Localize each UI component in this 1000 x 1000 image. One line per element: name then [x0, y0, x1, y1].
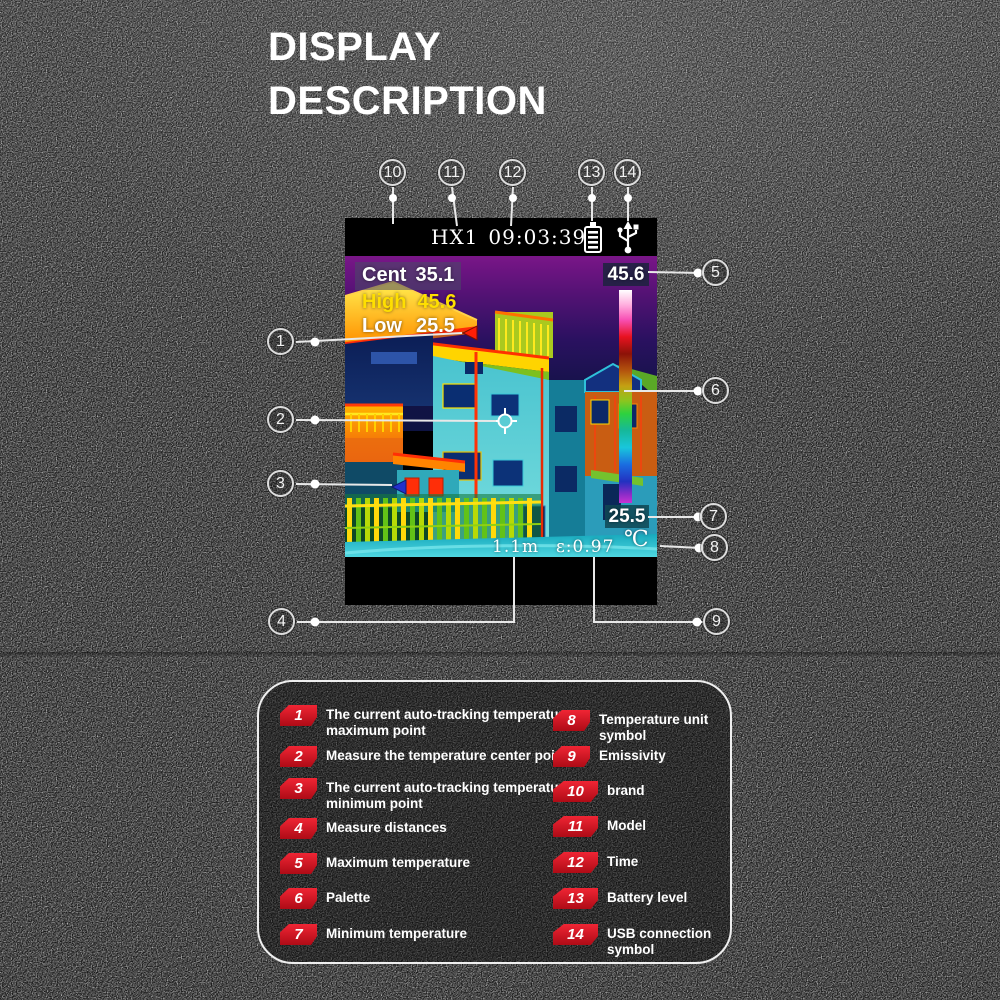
legend-label-12: Time: [607, 854, 639, 869]
status-bar: HX1 09:03:39: [345, 218, 657, 256]
legend-label-2: Measure the temperature center point: [326, 748, 568, 763]
legend-badge-11: 11: [553, 816, 598, 837]
callout-circle-7: 7: [700, 503, 727, 530]
time-label: 09:03:39: [488, 225, 587, 249]
legend-item-2: 2 Measure the temperature center point: [280, 746, 568, 767]
callout-circle-8: 8: [701, 534, 728, 561]
legend-badge-3: 3: [280, 778, 317, 799]
callout-circle-4: 4: [268, 608, 295, 635]
legend-label-5: Maximum temperature: [326, 855, 471, 870]
callout-circle-1: 1: [267, 328, 294, 355]
legend-label-4: Measure distances: [326, 820, 447, 835]
legend-item-14: 14 USB connection symbol: [553, 924, 730, 958]
callout-circle-6: 6: [702, 377, 729, 404]
high-temp-readout: High 45.6: [362, 291, 456, 314]
legend-label-10: brand: [607, 783, 645, 798]
callout-circle-3: 3: [267, 470, 294, 497]
low-temp-label: Low: [362, 315, 402, 337]
legend-label-9: Emissivity: [599, 748, 666, 763]
callout-circle-5: 5: [702, 259, 729, 286]
battery-icon: [584, 222, 602, 253]
screen-bottom-bar: [345, 557, 657, 605]
callout-circle-12: 12: [499, 159, 526, 186]
legend-item-12: 12 Time: [553, 852, 638, 873]
legend-item-5: 5 Maximum temperature: [280, 853, 470, 874]
center-temp-readout: Cent 35.1: [355, 262, 462, 290]
low-temp-readout: Low 25.5: [362, 315, 455, 338]
callout-circle-13: 13: [578, 159, 605, 186]
palette-bar: [619, 290, 632, 503]
legend-item-13: 13 Battery level: [553, 888, 687, 909]
legend-badge-1: 1: [280, 705, 317, 726]
legend-badge-9: 9: [553, 746, 590, 767]
legend-label-6: Palette: [326, 890, 371, 905]
callout-circle-10: 10: [379, 159, 406, 186]
legend-badge-7: 7: [280, 924, 317, 945]
status-bar-text: HX1 09:03:39: [431, 218, 586, 256]
callout-circle-14: 14: [614, 159, 641, 186]
legend-item-8: 8 Temperature unit symbol: [553, 710, 730, 744]
legend-item-10: 10 brand: [553, 781, 645, 802]
legend-label-8: Temperature unit symbol: [599, 712, 709, 743]
legend-item-6: 6 Palette: [280, 888, 370, 909]
legend-label-11: Model: [607, 818, 646, 833]
legend-item-9: 9 Emissivity: [553, 746, 666, 767]
min-temp-value: 25.5: [605, 505, 649, 528]
legend-item-4: 4 Measure distances: [280, 818, 447, 839]
emissivity-value: ε:0.97: [556, 537, 615, 557]
page-title-line2: DESCRIPTION: [268, 79, 547, 123]
temp-unit-symbol: ℃: [624, 527, 649, 552]
legend-badge-14: 14: [553, 924, 598, 945]
legend-badge-8: 8: [553, 710, 590, 731]
callout-circle-11: 11: [438, 159, 465, 186]
legend-item-7: 7 Minimum temperature: [280, 924, 467, 945]
distance-value: 1.1m: [492, 537, 540, 557]
legend-badge-2: 2: [280, 746, 317, 767]
high-temp-label: High: [362, 291, 407, 313]
usb-icon: [617, 221, 639, 254]
low-temp-value: 25.5: [416, 315, 455, 337]
legend-badge-10: 10: [553, 781, 598, 802]
center-temp-value: 35.1: [415, 264, 455, 286]
page-title: DISPLAY DESCRIPTION: [268, 20, 547, 128]
model-label: HX1: [431, 225, 479, 249]
callout-circle-2: 2: [267, 406, 294, 433]
max-temp-value: 45.6: [603, 263, 649, 286]
legend-label-13: Battery level: [607, 890, 688, 905]
legend-panel: 1 The current auto-tracking temperature …: [257, 680, 732, 964]
legend-label-7: Minimum temperature: [326, 926, 468, 941]
thermal-camera-screen: HX1 09:03:39: [345, 218, 657, 605]
page-title-line1: DISPLAY: [268, 25, 442, 69]
legend-badge-13: 13: [553, 888, 598, 909]
thermal-view: Cent 35.1 High 45.6 Low 25.5 45.6 25.5 ℃…: [345, 256, 657, 557]
center-temp-label: Cent: [362, 264, 407, 286]
background-seam: [0, 652, 1000, 659]
legend-badge-6: 6: [280, 888, 317, 909]
callout-circle-9: 9: [703, 608, 730, 635]
legend-badge-5: 5: [280, 853, 317, 874]
legend-label-14: USB connection symbol: [607, 926, 712, 957]
legend-item-11: 11 Model: [553, 816, 646, 837]
legend-badge-12: 12: [553, 852, 598, 873]
legend-badge-4: 4: [280, 818, 317, 839]
high-temp-value: 45.6: [417, 291, 457, 313]
